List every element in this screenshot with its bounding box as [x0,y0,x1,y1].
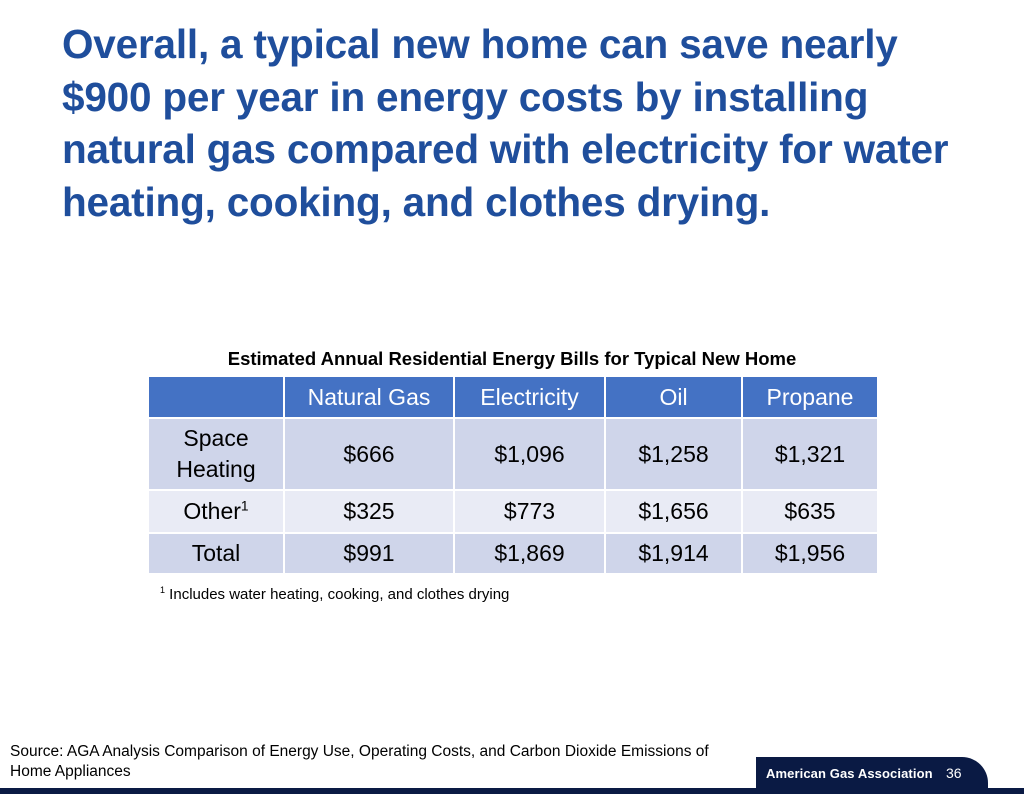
header-propane: Propane [741,375,879,419]
organization-logo-text: American Gas Association [766,766,933,781]
table-cell: $1,956 [741,532,879,575]
table-row-space-heating: Space Heating $666 $1,096 $1,258 $1,321 [147,417,879,491]
table-header-row: Natural Gas Electricity Oil Propane [147,375,879,419]
table-row-total: Total $991 $1,869 $1,914 $1,956 [147,532,879,575]
table-cell: $1,321 [741,417,879,491]
table-cell: $773 [453,489,606,534]
footer-bar: American Gas Association 36 [756,757,988,789]
slide-title: Overall, a typical new home can save nea… [62,21,949,225]
row-label-other: Other1 [147,489,285,534]
table-cell: $325 [283,489,455,534]
header-electricity: Electricity [453,375,606,419]
source-citation: Source: AGA Analysis Comparison of Energ… [10,743,709,780]
header-natural-gas: Natural Gas [283,375,455,419]
header-corner [147,375,285,419]
table-footnote: 1 Includes water heating, cooking, and c… [160,585,510,604]
header-oil: Oil [604,375,743,419]
table-caption: Estimated Annual Residential Energy Bill… [227,348,797,369]
table-row-other: Other1 $325 $773 $1,656 $635 [147,489,879,534]
row-label-line-1: Space [183,425,249,451]
table-cell: $666 [283,417,455,491]
table-cell: $1,096 [453,417,606,491]
row-label-line-2: Heating [176,456,256,482]
energy-bills-table: Natural Gas Electricity Oil Propane Spac… [147,375,879,575]
footer-rule [0,788,1024,794]
table-cell: $1,258 [604,417,743,491]
row-label-text: Other [183,498,241,524]
footnote-marker: 1 [160,585,166,595]
table-cell: $635 [741,489,879,534]
table-cell: $1,869 [453,532,606,575]
page-number: 36 [946,765,962,781]
footnote-text: Includes water heating, cooking, and clo… [165,586,510,603]
row-label-space-heating: Space Heating [147,417,285,491]
table-cell: $1,656 [604,489,743,534]
row-label-total: Total [147,532,285,575]
table-cell: $991 [283,532,455,575]
table-cell: $1,914 [604,532,743,575]
footnote-marker: 1 [240,498,249,514]
